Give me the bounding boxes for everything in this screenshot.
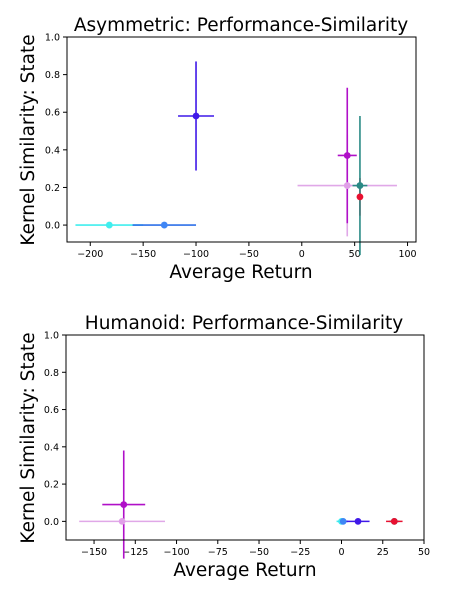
x-tick-label: 50	[418, 547, 430, 558]
x-tick-label: −125	[122, 547, 148, 558]
x-tick-label: 100	[398, 249, 416, 260]
x-tick-label: 0	[299, 249, 305, 260]
plot-frame	[65, 334, 425, 541]
data-point	[356, 182, 364, 189]
data-point	[343, 182, 351, 189]
x-axis-label: Average Return	[173, 560, 316, 581]
plot-frame	[66, 36, 417, 243]
x-tick-label: −150	[130, 249, 156, 260]
chart-asymmetric: Asymmetric: Performance-Similarity Avera…	[18, 15, 417, 283]
data-point	[120, 501, 128, 508]
x-tick-label: −25	[290, 547, 310, 558]
data-point	[118, 517, 126, 525]
y-tick-label: 0.0	[45, 221, 60, 232]
y-tick-label: 1.0	[45, 33, 60, 44]
x-tick-label: 0	[338, 547, 344, 558]
x-axis-label: Average Return	[169, 262, 312, 283]
y-tick-label: 0.6	[44, 405, 59, 416]
chart-title: Humanoid: Performance-Similarity	[85, 313, 403, 334]
y-axis-label: Kernel Similarity: State	[18, 34, 39, 245]
x-tick-label: −100	[163, 547, 189, 558]
y-tick-label: 1.0	[44, 331, 59, 342]
data-point	[192, 112, 200, 120]
y-tick-label: 0.2	[44, 480, 59, 491]
data-point	[343, 152, 351, 159]
chart-humanoid: Humanoid: Performance-Similarity Average…	[18, 313, 430, 581]
data-point	[160, 221, 168, 229]
x-tick-label: −50	[249, 547, 269, 558]
y-tick-label: 0.0	[44, 517, 59, 528]
y-tick-label: 0.4	[45, 145, 60, 156]
data-point	[354, 517, 362, 525]
x-tick-label: −50	[239, 249, 259, 260]
data-point	[339, 517, 347, 525]
data-point	[105, 221, 113, 229]
y-axis-label: Kernel Similarity: State	[18, 332, 39, 543]
x-tick-label: −200	[77, 249, 103, 260]
x-tick-label: 50	[349, 249, 361, 260]
y-tick-label: 0.8	[44, 368, 59, 379]
data-point	[390, 517, 398, 525]
x-tick-label: −150	[81, 547, 107, 558]
chart-title: Asymmetric: Performance-Similarity	[74, 15, 408, 36]
y-tick-label: 0.6	[45, 108, 60, 119]
y-tick-label: 0.2	[45, 183, 60, 194]
x-tick-label: −75	[208, 547, 228, 558]
y-tick-label: 0.4	[44, 442, 59, 453]
x-tick-label: −100	[183, 249, 209, 260]
x-tick-label: 25	[377, 547, 389, 558]
data-point	[356, 193, 364, 201]
y-tick-label: 0.8	[45, 70, 60, 81]
